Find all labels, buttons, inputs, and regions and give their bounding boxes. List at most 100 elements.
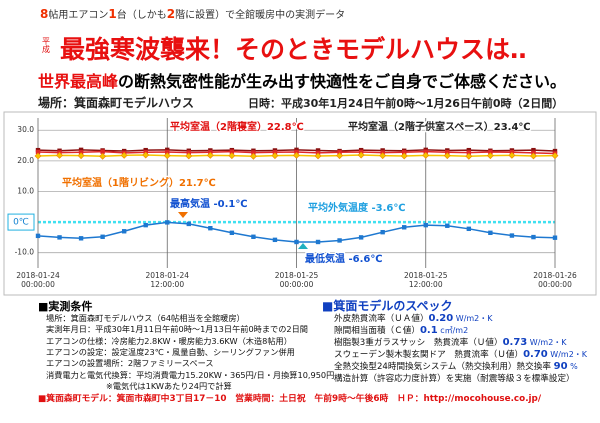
marker [163,152,171,160]
text: 帖用エアコン [48,10,109,21]
y-tick-label: 10.0 [17,186,34,195]
spec-item: 全熱交換型24時間換気システム（熱交換利用）熱交換率 90 % [334,360,578,372]
y-tick-label: -10.0 [15,248,35,257]
marker [272,237,278,243]
marker [358,235,364,240]
number: 2 [166,7,176,21]
title: 最強寒波襲来！そのときモデルハウスは‥ [60,35,527,64]
annotation: 平均室温（1階リビング）21.7℃ [62,176,216,189]
spec-unit: W/m2・K [453,314,493,323]
marker [57,235,62,240]
marker [78,147,84,153]
y-tick-label: 20.0 [17,156,34,165]
annotation: 最高気温 -0.1℃ [170,197,247,210]
condition-item: 消費電力と電気代換算：平均消費電力15.20KW・365円/日・月換算10,95… [46,369,335,380]
marker [486,152,494,160]
marker [100,149,105,154]
annotation: 平均室温（2階子供室スペース）23.4℃ [348,120,531,133]
conditions-title: ■実測条件 [38,300,93,313]
marker [165,220,170,225]
spec-unit: c㎡/m2 [437,326,469,335]
marker [423,149,428,154]
marker [357,151,365,159]
spec-value: 0.1 [419,325,438,336]
number: 8 [40,7,49,21]
marker [445,223,450,228]
marker [508,151,516,159]
marker [402,150,407,155]
marker [530,152,537,160]
marker [142,151,150,159]
lead-text: の断熱気密性能が生み出す快適性をご自身でご体感ください。 [118,72,567,91]
marker [271,152,279,160]
zero-label-box [7,213,35,231]
x-tick-label: 2018-01-26 00:00:00 [533,271,577,289]
spec-label: 外皮熱貫流率（ＵＡ値） [334,314,429,324]
marker [551,152,559,160]
marker [120,151,128,159]
marker [531,234,536,240]
spec-label: 隙間相当面積（Ｃ値） [334,326,420,336]
condition-item: エアコンの仕様：冷房能力2.8KW・暖房能力3.6KW（木造8帖用） [46,335,292,346]
spec-item: 樹脂製3重ガラスサッシ 熱貫流率（Ｕ値）0.73 W/m2・K [334,336,567,348]
annotation: 平均外気温度 -3.6℃ [308,201,405,214]
footer: ■箕面森町モデル：箕面市森町中3丁目17－10 営業時間：土日祝 午前9時～午後… [38,394,542,404]
marker [402,225,407,230]
x-tick-label: 2018-01-25 12:00:00 [403,271,448,289]
spec-unit: W/m2・K [547,350,588,359]
max-pointer [178,212,188,218]
marker [186,221,191,227]
text: 階に設置）で全館暖房中の実測データ [175,10,346,21]
marker [466,150,472,155]
marker [336,152,344,160]
marker [228,152,236,160]
marker [251,150,256,155]
text: 台（しかも [116,10,167,21]
marker [294,239,299,245]
chart-frame [3,111,597,296]
marker [443,152,451,160]
y-tick-label: 30.0 [17,125,34,134]
number: 1 [108,7,117,21]
annotation: 平均室温（2階寝室）22.8℃ [170,120,304,133]
marker [379,152,387,160]
spec-label: スウェーデン製木製玄関ドア 熱貫流率（Ｕ値） [334,350,524,360]
marker [488,149,493,155]
marker [121,229,127,234]
annotation: 最低気温 -6.6℃ [305,252,382,265]
spec-label: 構造計算（許容応力度計算）を実施（耐震等級３を標準設定） [334,374,575,384]
spec-value: 0.70 [523,349,548,360]
x-tick-label: 2018-01-25 00:00:00 [274,271,319,289]
spec-label: 樹脂製3重ガラスサッシ 熱貫流率（Ｕ値） [334,338,503,348]
min-pointer [298,243,308,249]
marker [315,148,321,153]
specs-title: ■箕面モデルのスペック [322,299,453,313]
spec-value: 0.20 [428,313,454,324]
marker [34,152,42,160]
date: 日時：平成30年1月24日午前0時～1月26日午前0時（2日間） [248,97,564,110]
marker [208,226,213,231]
spec-unit: W/m2・K [527,338,567,347]
y-tick-label: 0℃ [13,218,29,228]
place: 場所：箕面森町モデルハウス [38,96,195,110]
lead-red: 世界最高峰 [38,72,119,91]
marker [466,147,472,153]
condition-item: エアコンの設定：設定温度23℃・風量自動、シーリングファン併用 [46,346,295,357]
spec-item: スウェーデン製木製玄関ドア 熱貫流率（Ｕ値）0.70 W/m2・K [334,348,587,360]
marker [380,229,385,235]
spec-item: 外皮熱貫流率（ＵＡ値）0.20 W/m2・K [334,312,493,324]
marker [293,151,300,159]
marker [99,152,107,160]
marker [315,239,321,245]
marker [337,238,342,243]
spec-value: 90 [553,361,568,372]
marker [78,236,84,241]
marker [251,234,256,239]
marker [552,148,558,154]
marker [35,149,41,155]
spec-item: 隙間相当面積（Ｃ値）0.1 c㎡/m2 [334,324,468,336]
marker [185,152,193,160]
marker [422,151,430,159]
